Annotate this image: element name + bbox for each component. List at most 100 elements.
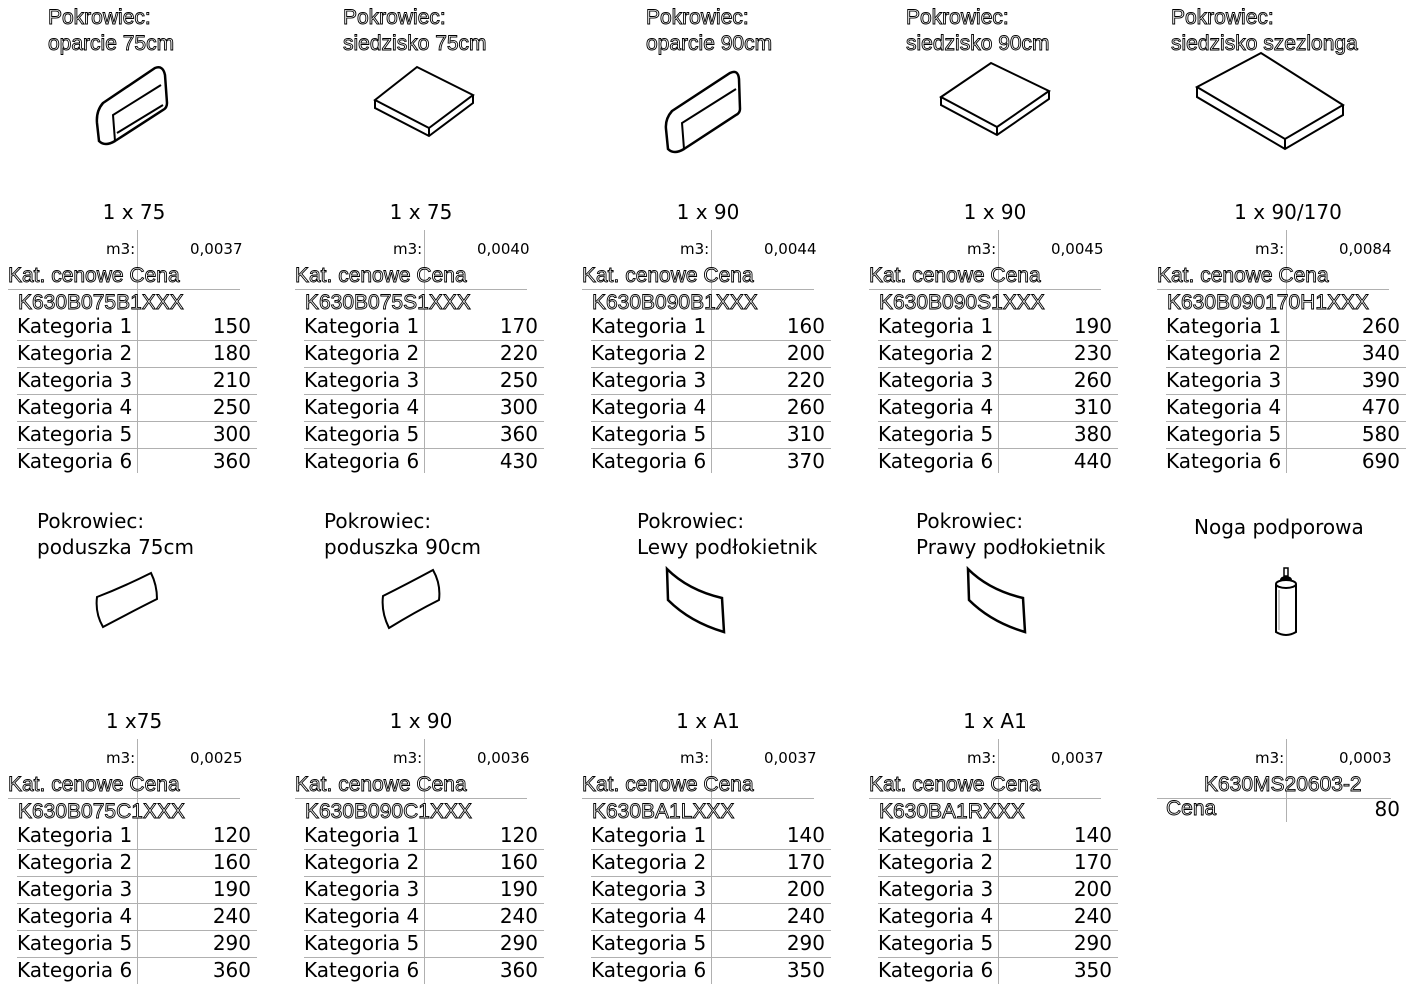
price-row: Kategoria 6 350 [878, 958, 1112, 982]
m3-value: 0,0037 [764, 749, 817, 767]
product-size: 1 x A1 [963, 709, 1027, 733]
column-divider [711, 739, 712, 984]
price-header: Kat. cenowe Cena [8, 264, 181, 288]
leg-card: Noga podporowa m3: 0,0003 K630MS20603-2 … [1157, 514, 1417, 1004]
price-row: Kategoria 4 250 [17, 395, 251, 419]
price-row: Kategoria 1 120 [17, 823, 251, 847]
price-row: Kategoria 2 180 [17, 341, 251, 365]
m3-label: m3: [106, 749, 136, 767]
product-title: Pokrowiec: siedzisko szezlonga [1171, 6, 1359, 56]
pillow-icon [381, 568, 441, 630]
seat-cushion-icon [939, 61, 1051, 137]
price-header: Kat. cenowe Cena [582, 773, 755, 797]
m3-value: 0,0084 [1339, 240, 1392, 258]
m3-value: 0,0045 [1051, 240, 1104, 258]
product-code: K630B075C1XXX [18, 800, 186, 824]
product-card: Pokrowiec: Prawy podłokietnik 1 x A1 m3:… [869, 509, 1139, 1004]
price-row: Kategoria 4 260 [591, 395, 825, 419]
m3-label: m3: [393, 240, 423, 258]
price-row: Kategoria 3 250 [304, 368, 538, 392]
armrest-icon [665, 565, 726, 634]
m3-value: 0,0003 [1339, 749, 1392, 767]
price-row: Kategoria 3 210 [17, 368, 251, 392]
price-row: Kategoria 2 170 [591, 850, 825, 874]
m3-label: m3: [967, 240, 997, 258]
price-row: Kategoria 5 300 [17, 422, 251, 446]
price-row: Kategoria 2 230 [878, 341, 1112, 365]
product-title: Pokrowiec: Prawy podłokietnik [916, 509, 1106, 559]
price-row: Kategoria 6 360 [304, 958, 538, 982]
price-row: Kategoria 4 240 [304, 904, 538, 928]
price-row: Kategoria 3 260 [878, 368, 1112, 392]
price-header: Kat. cenowe Cena [295, 773, 468, 797]
product-card: Pokrowiec: oparcie 75cm 1 x 75 m3: 0,003… [8, 5, 278, 495]
price-row: Kategoria 1 140 [878, 823, 1112, 847]
price-row: Kategoria 4 310 [878, 395, 1112, 419]
product-title: Pokrowiec: Lewy podłokietnik [637, 509, 818, 559]
m3-label: m3: [680, 749, 710, 767]
product-code: K630B075S1XXX [305, 291, 472, 315]
price-row: Kategoria 6 440 [878, 449, 1112, 473]
m3-label: m3: [1255, 240, 1285, 258]
price-row: Kategoria 6 360 [17, 449, 251, 473]
product-code: K630B090B1XXX [592, 291, 759, 315]
price-header: Kat. cenowe Cena [1157, 264, 1330, 288]
m3-value: 0,0040 [477, 240, 530, 258]
price-row: Kategoria 4 470 [1166, 395, 1400, 419]
product-size: 1 x 90 [676, 200, 740, 224]
product-title: Pokrowiec: oparcie 90cm [646, 6, 773, 56]
m3-value: 0,0037 [1051, 749, 1104, 767]
price-row: Kategoria 2 160 [304, 850, 538, 874]
product-card: Pokrowiec: poduszka 75cm 1 x75 m3: 0,002… [8, 509, 278, 1004]
product-size: 1 x 75 [389, 200, 453, 224]
m3-value: 0,0037 [190, 240, 243, 258]
price-row: Kategoria 3 200 [878, 877, 1112, 901]
price-row: Kategoria 5 290 [878, 931, 1112, 955]
product-size: 1 x A1 [676, 709, 740, 733]
price-header: Kat. cenowe Cena [295, 264, 468, 288]
price-row: Kategoria 5 290 [591, 931, 825, 955]
m3-label: m3: [106, 240, 136, 258]
product-card: Pokrowiec: oparcie 90cm 1 x 90 m3: 0,004… [582, 5, 852, 495]
price-row: Kategoria 6 430 [304, 449, 538, 473]
leg-price-row: Cena 80 [1166, 797, 1400, 821]
price-row: Kategoria 2 200 [591, 341, 825, 365]
product-code: K630B090S1XXX [879, 291, 1046, 315]
pillow-icon [95, 571, 159, 629]
column-divider [137, 230, 138, 473]
price-row: Kategoria 3 200 [591, 877, 825, 901]
product-code: K630BA1RXXX [879, 800, 1026, 824]
price-row: Kategoria 1 140 [591, 823, 825, 847]
price-row: Kategoria 1 170 [304, 314, 538, 338]
product-card: Pokrowiec: siedzisko szezlonga 1 x 90/17… [1157, 5, 1417, 495]
price-row: Kategoria 5 310 [591, 422, 825, 446]
backrest-icon [664, 70, 742, 154]
leg-title: Noga podporowa [1194, 515, 1364, 539]
price-row: Kategoria 4 240 [17, 904, 251, 928]
m3-value: 0,0025 [190, 749, 243, 767]
product-code: K630B090C1XXX [305, 800, 473, 824]
price-header: Kat. cenowe Cena [582, 264, 755, 288]
column-divider [1286, 230, 1287, 473]
price-row: Kategoria 5 290 [304, 931, 538, 955]
price-row: Kategoria 2 170 [878, 850, 1112, 874]
product-title: Pokrowiec: poduszka 75cm [37, 509, 194, 559]
price-header: Kat. cenowe Cena [869, 264, 1042, 288]
price-header: Kat. cenowe Cena [8, 773, 181, 797]
price-row: Kategoria 4 240 [878, 904, 1112, 928]
column-divider [1286, 739, 1287, 822]
product-title: Pokrowiec: oparcie 75cm [48, 6, 175, 56]
price-row: Kategoria 5 580 [1166, 422, 1400, 446]
m3-value: 0,0036 [477, 749, 530, 767]
price-row: Kategoria 2 220 [304, 341, 538, 365]
price-row: Kategoria 4 300 [304, 395, 538, 419]
price-row: Kategoria 3 220 [591, 368, 825, 392]
column-divider [998, 739, 999, 984]
chaise-seat-icon [1194, 51, 1345, 151]
product-size: 1 x 90 [389, 709, 453, 733]
price-row: Kategoria 3 190 [304, 877, 538, 901]
price-row: Kategoria 6 690 [1166, 449, 1400, 473]
price-row: Kategoria 1 260 [1166, 314, 1400, 338]
column-divider [711, 230, 712, 473]
price-header: Kat. cenowe Cena [869, 773, 1042, 797]
